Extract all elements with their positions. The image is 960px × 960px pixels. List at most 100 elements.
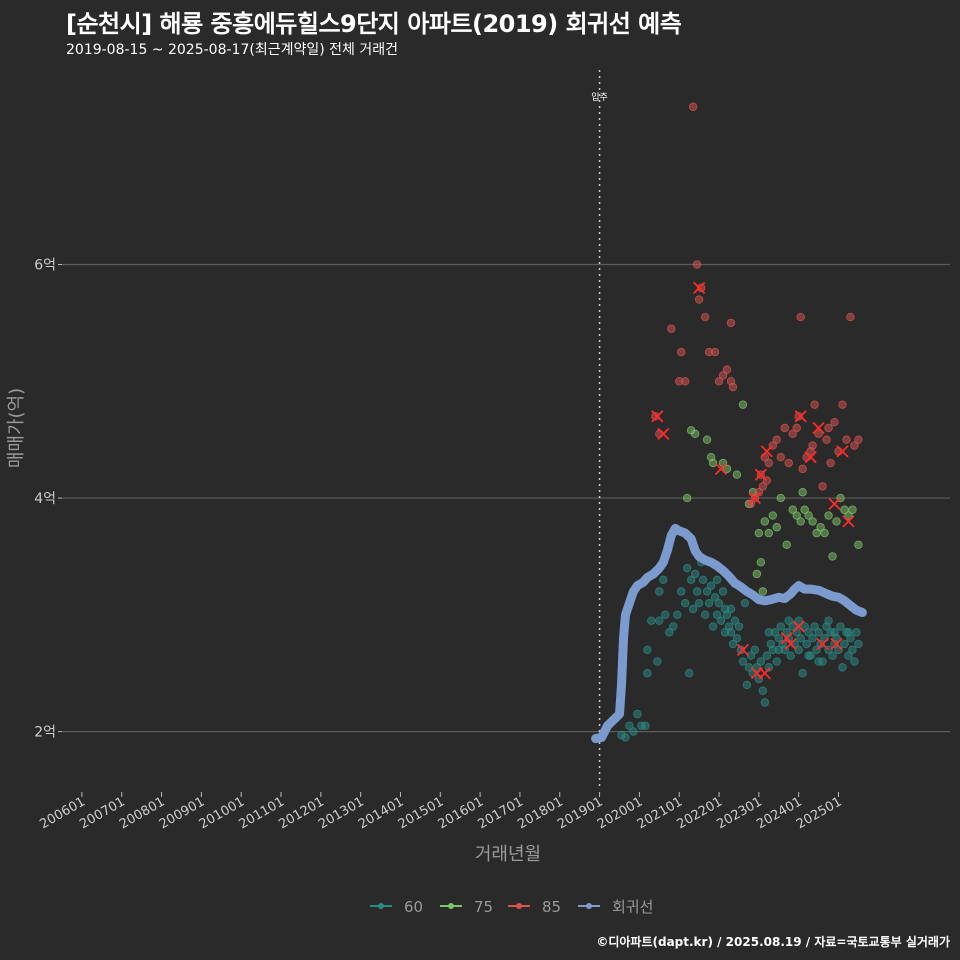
scatter-point-85	[838, 400, 847, 409]
scatter-point-75	[732, 470, 742, 479]
scatter-point-60	[840, 639, 849, 649]
y-axis-label: 매매가(억)	[6, 388, 27, 468]
scatter-point-60	[760, 698, 770, 707]
scatter-point-85	[728, 382, 738, 392]
scatter-point-60	[673, 610, 682, 620]
y-tick-label: 2억	[34, 725, 56, 741]
scatter-point-60	[750, 645, 760, 655]
scatter-point-60	[836, 622, 845, 631]
legend-item-85: 85	[508, 898, 561, 916]
scatter-point-75	[708, 458, 718, 468]
scatter-point-60	[784, 616, 793, 625]
scatter-point-60	[677, 587, 686, 596]
scatter-point-60	[746, 651, 756, 660]
scatter-point-60	[742, 680, 752, 690]
scatter-point-75	[804, 511, 813, 520]
scatter-point-60	[736, 645, 746, 655]
scatter-point-75	[854, 540, 863, 549]
scatter-point-60	[814, 657, 823, 666]
scatter-point-75	[820, 528, 829, 538]
scatter-point-60	[850, 657, 859, 666]
scatter-point-60	[804, 651, 813, 660]
x-marker	[792, 620, 805, 633]
scatter-point-85	[854, 435, 863, 444]
scatter-point-75	[756, 558, 766, 567]
scatter-point-60	[653, 657, 662, 666]
scatter-point-75	[832, 517, 841, 526]
scatter-point-60	[798, 669, 807, 678]
scatter-point-85	[822, 435, 831, 444]
scatter-point-85	[722, 365, 732, 374]
scatter-point-60	[808, 633, 817, 643]
scatter-point-60	[688, 604, 698, 614]
scatter-point-85	[818, 482, 827, 491]
move-in-label: 입주	[591, 91, 608, 103]
scatter-point-60	[661, 610, 670, 620]
scatter-point-85	[792, 423, 801, 433]
scatter-point-85	[798, 464, 807, 474]
scatter-point-60	[788, 622, 797, 631]
scatter-point-85	[808, 441, 817, 450]
x-tick-label: 202501	[794, 794, 844, 832]
scatter-point-85	[814, 429, 823, 439]
scatter-point-60	[854, 639, 863, 649]
scatter-point-75	[844, 511, 853, 520]
legend-item-회귀선: 회귀선	[578, 898, 653, 916]
scatter-point-85	[764, 458, 774, 468]
scatter-point-85	[754, 488, 764, 497]
scatter-point-60	[852, 628, 861, 637]
x-marker	[784, 637, 797, 651]
x-marker	[794, 410, 807, 423]
scatter-point-75	[738, 400, 748, 409]
scatter-point-60	[752, 663, 762, 672]
scatter-point-60	[756, 657, 766, 666]
scatter-point-60	[712, 610, 722, 620]
scatter-point-75	[816, 523, 825, 532]
scatter-point-85	[710, 347, 720, 357]
scatter-point-60	[848, 645, 857, 655]
scatter-point-85	[688, 102, 698, 112]
x-marker	[651, 410, 664, 423]
scatter-point-75	[848, 505, 857, 514]
legend-label: 85	[542, 898, 561, 916]
scatter-point-60	[796, 633, 805, 643]
scatter-point-60	[680, 598, 690, 608]
legend: 60 75 85 회귀선	[370, 898, 653, 916]
scatter-point-85	[696, 283, 706, 293]
scatter-point-60	[732, 633, 742, 643]
scatter-point-60	[794, 616, 803, 625]
scatter-point-60	[669, 622, 678, 631]
scatter-point-60	[830, 628, 839, 637]
scatter-point-60	[844, 651, 853, 660]
scatter-point-60	[828, 651, 837, 660]
scatter-point-60	[706, 581, 716, 590]
x-marker	[804, 451, 817, 464]
scatter-point-60	[728, 639, 738, 649]
legend-label: 회귀선	[612, 898, 653, 916]
scatter-point-60	[838, 663, 847, 672]
source-caption: ©디아파트(dapt.kr) / 2025.08.19 / 자료=국토교통부 실…	[596, 935, 950, 949]
y-tick-label: 6억	[34, 258, 56, 274]
scatter-point-60	[810, 622, 819, 631]
x-marker	[692, 281, 706, 295]
scatter-point-75	[798, 488, 807, 497]
scatter-point-60	[700, 610, 710, 620]
scatter-point-85	[850, 441, 859, 450]
legend-item-75: 75	[440, 898, 493, 916]
x-marker	[842, 515, 855, 528]
scatter-point-60	[814, 628, 823, 637]
scatter-point-85	[655, 429, 664, 439]
scatter-point-60	[740, 598, 750, 608]
scatter-point-75	[776, 493, 785, 503]
scatter-point-60	[686, 575, 696, 585]
x-marker	[657, 427, 670, 440]
x-axis-label: 거래년월	[475, 844, 541, 865]
scatter-point-75	[754, 528, 764, 538]
scatter-point-85	[700, 312, 710, 322]
scatter-point-60	[714, 598, 724, 608]
scatter-point-85	[776, 452, 785, 462]
scatter-point-85	[846, 312, 855, 322]
scatter-point-60	[643, 645, 652, 655]
scatter-point-85	[772, 435, 781, 444]
